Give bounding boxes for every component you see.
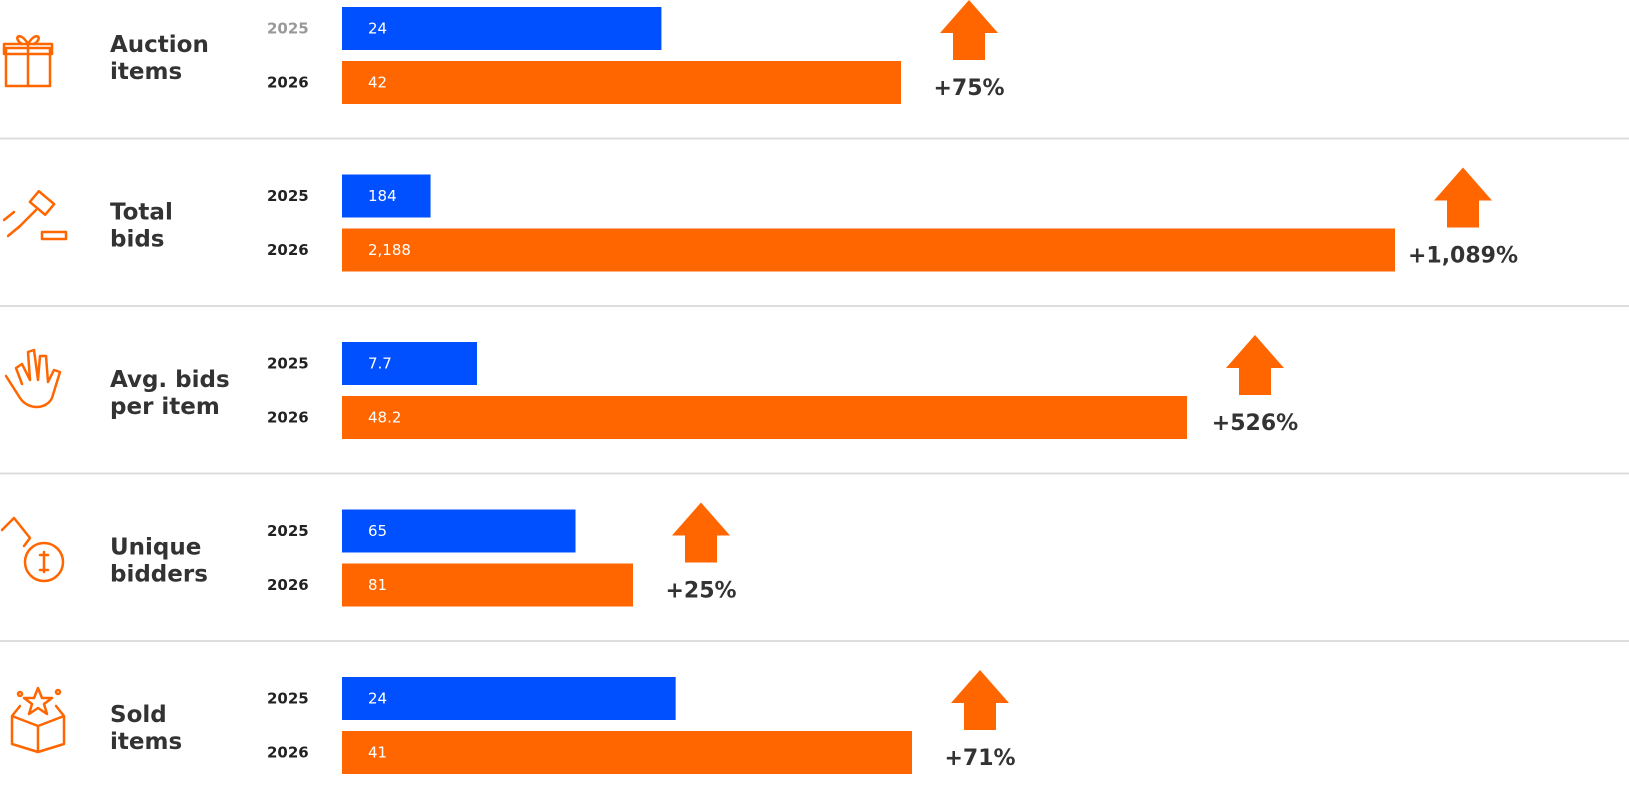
bar [342,731,912,774]
year-label: 2026 [267,409,309,427]
icon-hands [4,348,62,409]
year-label: 2026 [267,744,309,762]
year-label: 2026 [267,74,309,92]
year-label: 2026 [267,241,309,259]
value-label: 65 [368,522,387,540]
value-label: 81 [368,576,387,594]
value-label: 48.2 [368,409,401,427]
icon-gift [2,35,54,88]
bar [342,677,676,720]
up-arrow [951,670,1009,730]
year-label: 2025 [267,355,309,373]
year-label: 2026 [267,576,309,594]
bar [342,342,477,385]
value-label: 24 [368,20,387,38]
row-label: Sold items [110,702,182,755]
year-label: 2025 [267,690,309,708]
icon-gavel [2,189,68,241]
change-label: +71% [944,746,1015,771]
row-label: Unique bidders [110,534,208,587]
value-label: 24 [368,690,387,708]
value-label: 41 [368,744,387,762]
up-arrow [1434,167,1492,228]
change-label: +1,089% [1408,244,1518,269]
bar [342,563,633,607]
row-label: Total bids [110,199,173,252]
change-label: +25% [665,579,736,604]
change-label: +75% [933,76,1004,101]
bar [342,228,1395,272]
up-arrow [672,502,730,563]
bar [342,7,662,50]
icon-bidder [0,516,65,583]
bar [342,61,901,104]
row-label: Avg. bids per item [110,367,230,420]
value-label: 184 [368,187,397,205]
icon-box [10,686,66,754]
bar [342,509,576,553]
year-label: 2025 [267,187,309,205]
bar [342,396,1187,439]
year-label: 2025 [267,522,309,540]
up-arrow [940,0,998,60]
bar [342,174,431,218]
row-label: Auction items [110,32,209,85]
value-label: 7.7 [368,355,392,373]
up-arrow [1226,335,1284,395]
value-label: 42 [368,74,387,92]
value-label: 2,188 [368,241,411,259]
change-label: +526% [1212,411,1298,436]
year-label: 2025 [267,20,309,38]
